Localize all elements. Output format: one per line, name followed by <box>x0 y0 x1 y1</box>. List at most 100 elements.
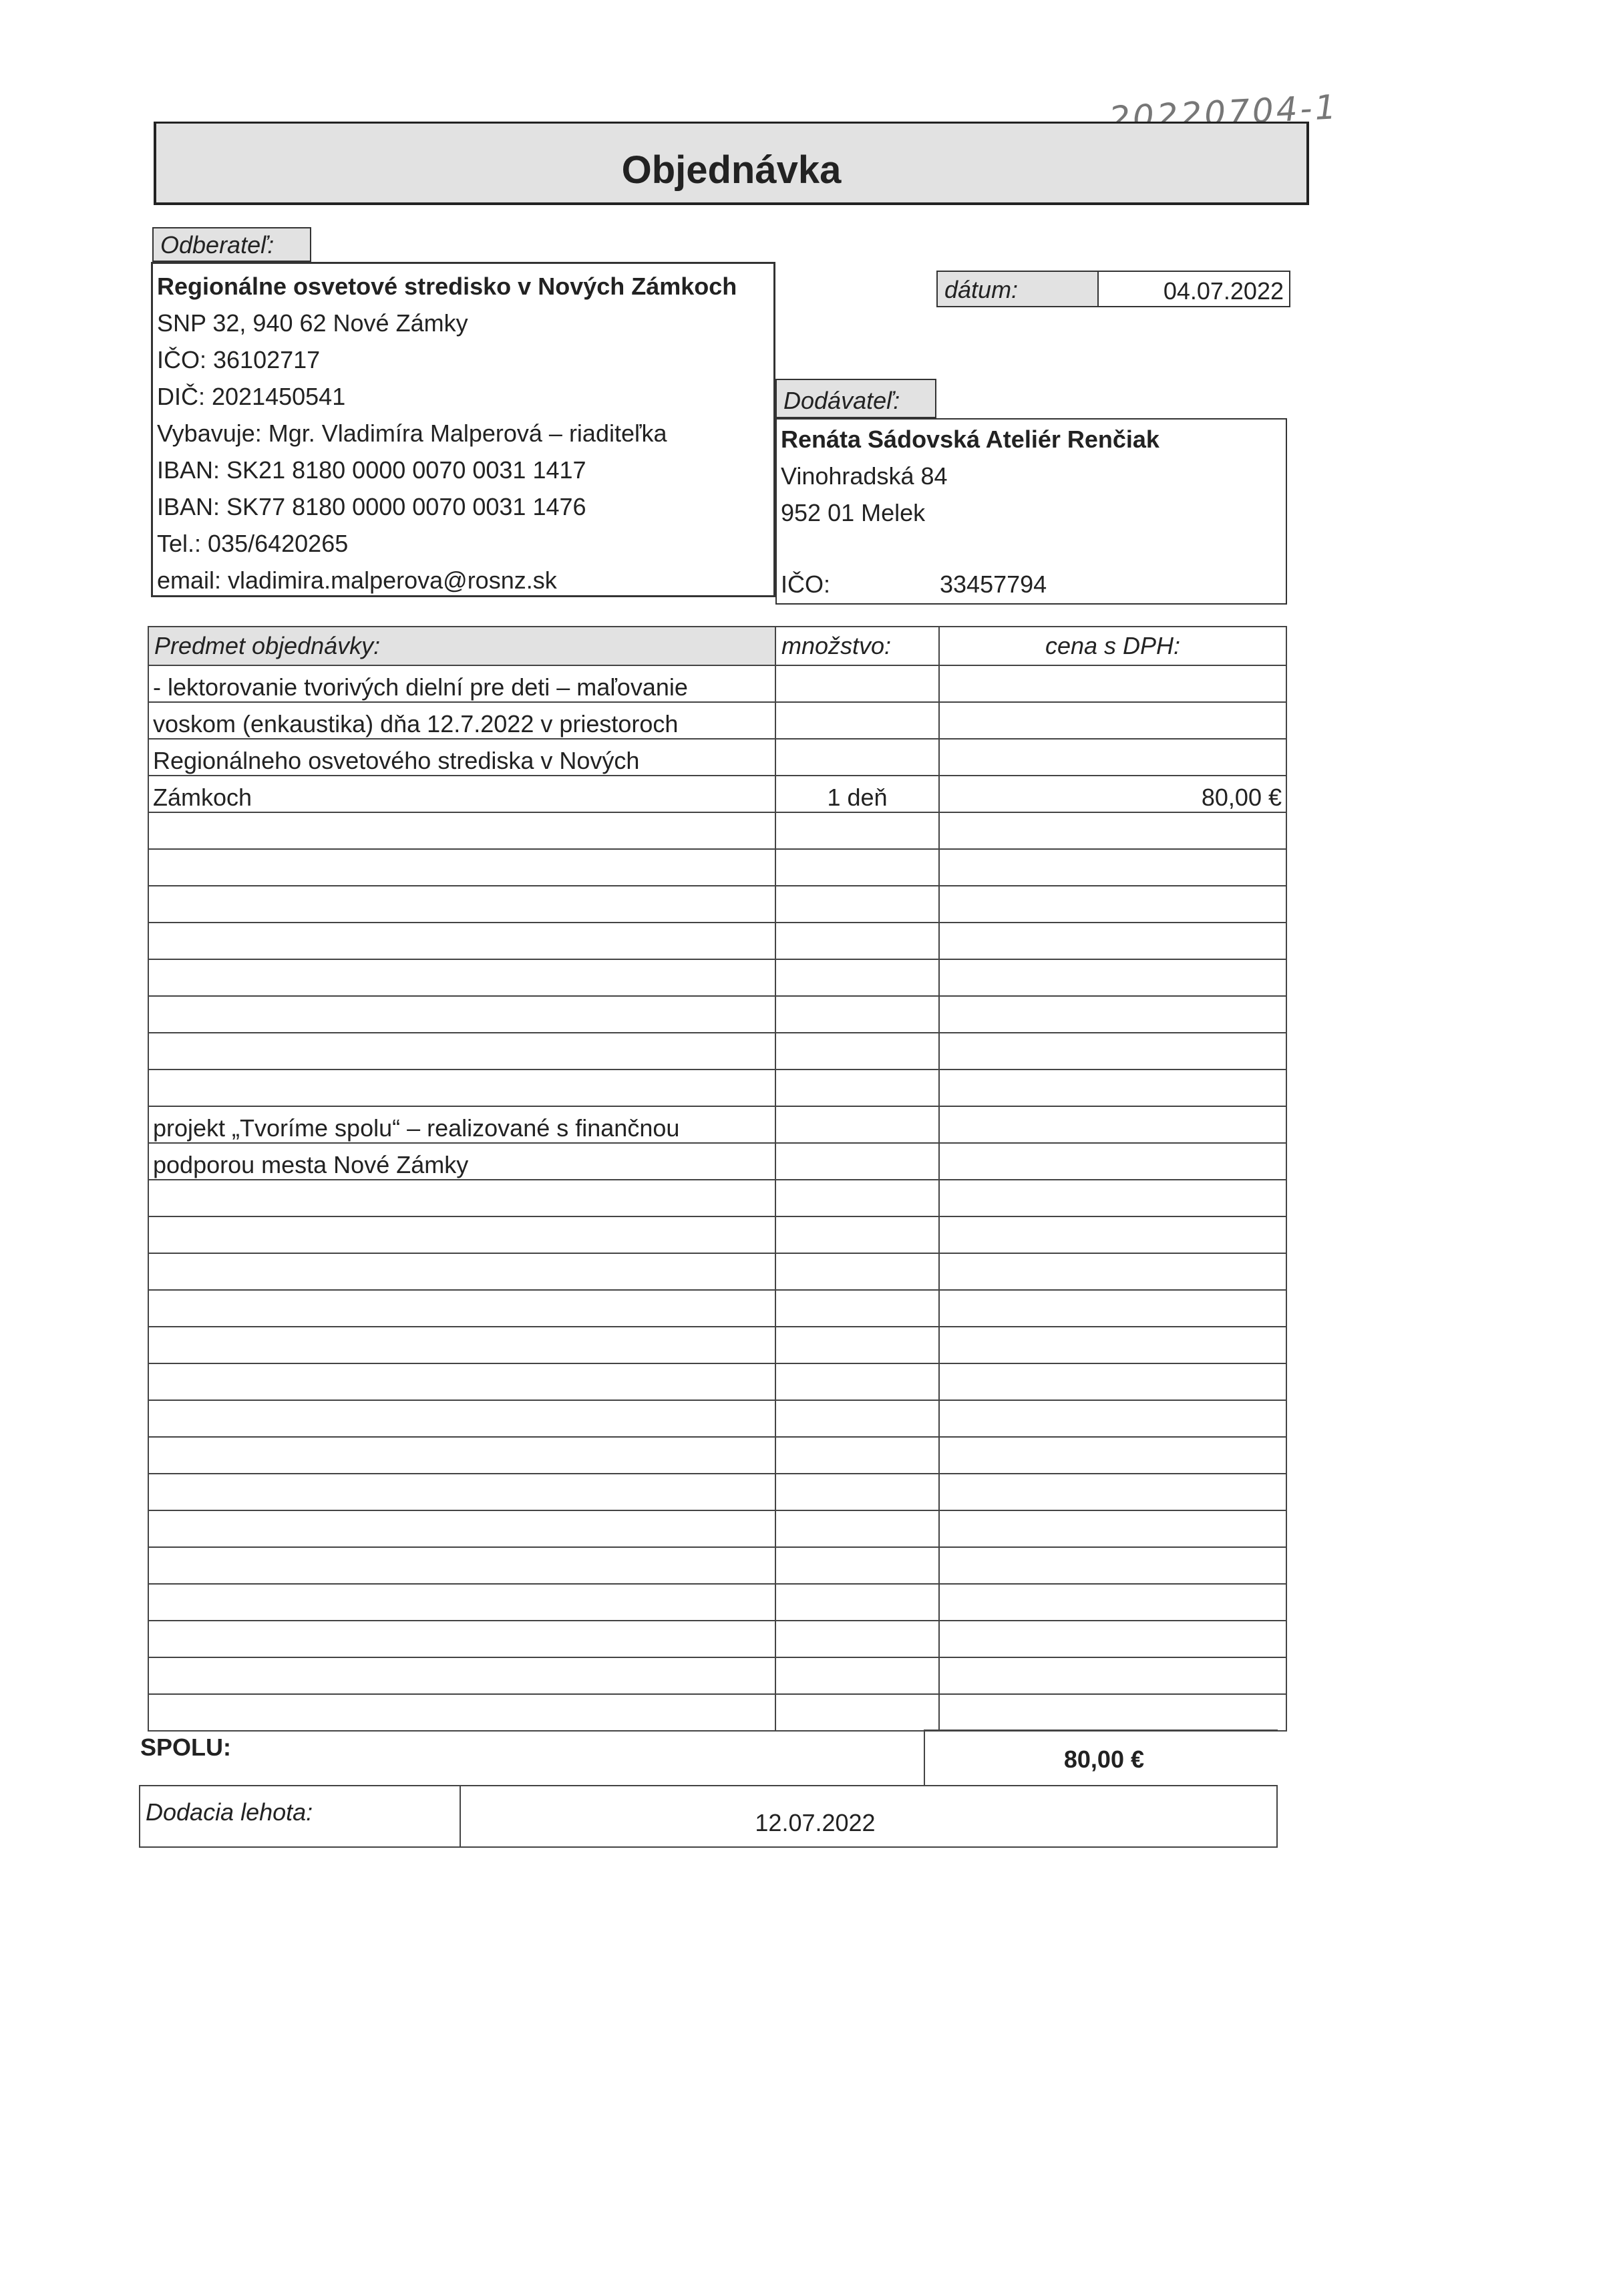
cell-subject <box>148 885 776 923</box>
table-row <box>148 922 1287 960</box>
total-label: SPOLU: <box>140 1734 232 1761</box>
cell-price <box>938 922 1287 960</box>
cell-quantity <box>775 1620 940 1658</box>
cell-subject <box>148 995 776 1033</box>
cell-quantity: 1 deň <box>775 775 940 813</box>
cell-subject <box>148 1546 776 1585</box>
cell-price <box>938 1510 1287 1548</box>
cell-subject <box>148 1473 776 1511</box>
buyer-ico: IČO: 36102717 <box>157 346 321 373</box>
cell-price <box>938 959 1287 997</box>
supplier-city: 952 01 Melek <box>781 499 926 526</box>
cell-quantity <box>775 1253 940 1291</box>
cell-price <box>938 1289 1287 1327</box>
cell-price <box>938 1142 1287 1180</box>
cell-quantity <box>775 738 940 776</box>
cell-subject <box>148 1289 776 1327</box>
cell-price <box>938 1400 1287 1438</box>
cell-quantity <box>775 885 940 923</box>
delivery-box: Dodacia lehota: 12.07.2022 <box>139 1785 1278 1848</box>
buyer-iban-2: IBAN: SK77 8180 0000 0070 0031 1476 <box>157 493 586 520</box>
cell-subject <box>148 1326 776 1364</box>
cell-quantity <box>775 995 940 1033</box>
cell-price <box>938 1693 1287 1732</box>
cell-quantity <box>775 812 940 850</box>
date-label: dátum: <box>938 272 1099 306</box>
cell-subject <box>148 959 776 997</box>
table-row: Zámkoch 1 deň 80,00 € <box>148 775 1287 813</box>
table-row <box>148 1436 1287 1474</box>
cell-quantity <box>775 665 940 703</box>
cell-quantity <box>775 848 940 886</box>
table-row <box>148 1289 1287 1327</box>
table-row <box>148 1216 1287 1254</box>
buyer-dic: DIČ: 2021450541 <box>157 383 346 410</box>
table-row <box>148 1657 1287 1695</box>
cell-subject <box>148 1583 776 1621</box>
cell-subject <box>148 1693 776 1732</box>
buyer-iban-1: IBAN: SK21 8180 0000 0070 0031 1417 <box>157 456 586 484</box>
table-row <box>148 1620 1287 1658</box>
cell-price <box>938 1326 1287 1364</box>
cell-quantity <box>775 1436 940 1474</box>
cell-price <box>938 1106 1287 1144</box>
cell-price: 80,00 € <box>938 775 1287 813</box>
table-row <box>148 1326 1287 1364</box>
cell-subject <box>148 1510 776 1548</box>
table-row: Regionálneho osvetového strediska v Nový… <box>148 738 1287 776</box>
delivery-label: Dodacia lehota: <box>140 1786 461 1846</box>
cell-quantity <box>775 1289 940 1327</box>
supplier-street: Vinohradská 84 <box>781 462 948 490</box>
cell-quantity <box>775 1657 940 1695</box>
table-row <box>148 1179 1287 1217</box>
cell-price <box>938 1583 1287 1621</box>
delivery-value: 12.07.2022 <box>755 1809 876 1836</box>
cell-subject <box>148 1032 776 1070</box>
cell-price <box>938 1253 1287 1291</box>
cell-subject <box>148 1253 776 1291</box>
cell-subject <box>148 1436 776 1474</box>
supplier-ico-label: IČO: <box>781 570 831 598</box>
cell-price <box>938 1436 1287 1474</box>
cell-quantity <box>775 1363 940 1401</box>
cell-quantity <box>775 1142 940 1180</box>
cell-quantity <box>775 1400 940 1438</box>
buyer-label: Odberateľ: <box>152 227 311 262</box>
cell-subject: podporou mesta Nové Zámky <box>148 1142 776 1180</box>
cell-price <box>938 995 1287 1033</box>
cell-subject <box>148 812 776 850</box>
items-table: Predmet objednávky: množstvo: cena s DPH… <box>148 626 1287 1732</box>
table-row <box>148 1400 1287 1438</box>
table-row <box>148 848 1287 886</box>
table-row: voskom (enkaustika) dňa 12.7.2022 v prie… <box>148 701 1287 740</box>
table-row <box>148 1693 1287 1732</box>
cell-quantity <box>775 1546 940 1585</box>
date-box: dátum: 04.07.2022 <box>936 271 1290 307</box>
table-row <box>148 1546 1287 1585</box>
buyer-box: Regionálne osvetové stredisko v Nových Z… <box>151 262 775 597</box>
table-row <box>148 1583 1287 1621</box>
table-row <box>148 885 1287 923</box>
cell-subject <box>148 922 776 960</box>
buyer-name: Regionálne osvetové stredisko v Nových Z… <box>157 273 737 300</box>
supplier-name: Renáta Sádovská Ateliér Renčiak <box>781 426 1159 453</box>
cell-subject: voskom (enkaustika) dňa 12.7.2022 v prie… <box>148 701 776 740</box>
cell-subject: Regionálneho osvetového strediska v Nový… <box>148 738 776 776</box>
cell-subject <box>148 1657 776 1695</box>
cell-subject: - lektorovanie tvorivých dielní pre deti… <box>148 665 776 703</box>
total-value: 80,00 € <box>924 1730 1278 1786</box>
table-row: podporou mesta Nové Zámky <box>148 1142 1287 1180</box>
cell-price <box>938 848 1287 886</box>
cell-price <box>938 1620 1287 1658</box>
cell-subject: projekt „Tvoríme spolu“ – realizované s … <box>148 1106 776 1144</box>
cell-price <box>938 1069 1287 1107</box>
table-row: - lektorovanie tvorivých dielní pre deti… <box>148 665 1287 703</box>
cell-quantity <box>775 1032 940 1070</box>
cell-quantity <box>775 1326 940 1364</box>
cell-quantity <box>775 701 940 740</box>
cell-price <box>938 1657 1287 1695</box>
cell-subject <box>148 1069 776 1107</box>
cell-subject <box>148 1363 776 1401</box>
document-title: Objednávka <box>154 122 1309 205</box>
buyer-address: SNP 32, 940 62 Nové Zámky <box>157 309 468 337</box>
